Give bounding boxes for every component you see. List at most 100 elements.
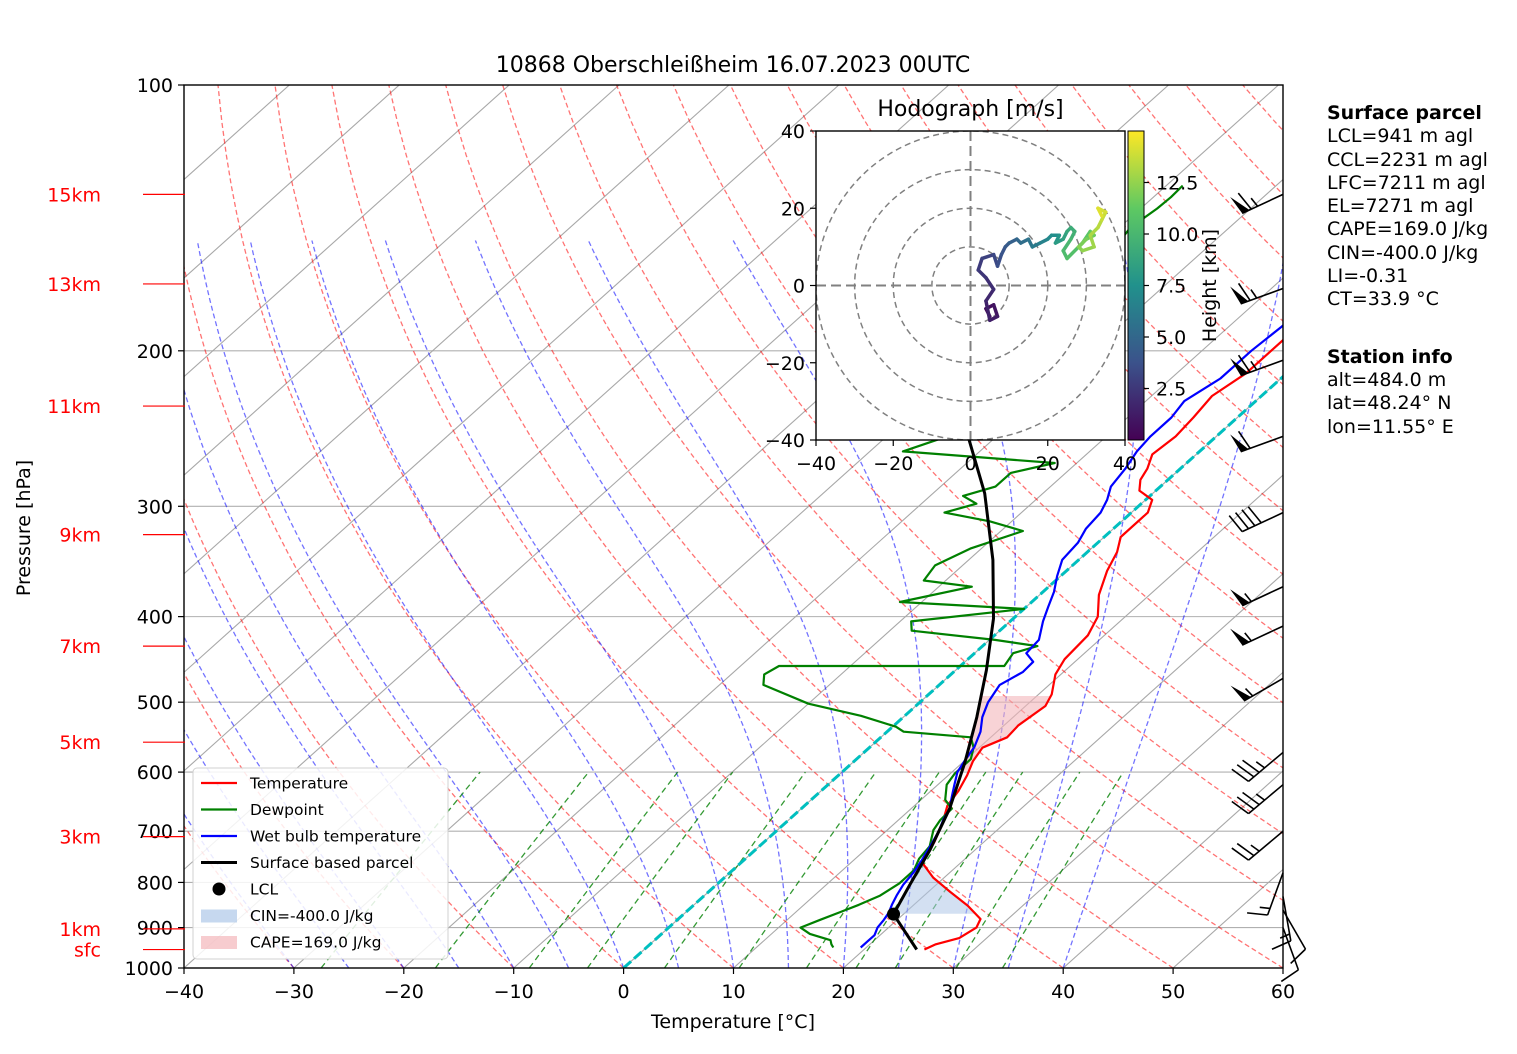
hodograph-x-tick-label: 20 (1036, 453, 1060, 475)
moist-adiabat (1062, 259, 1283, 968)
moist-adiabat (249, 240, 625, 968)
hodograph-x-tick-label: −20 (873, 453, 913, 475)
surface-parcel-line: LFC=7211 m agl (1327, 171, 1486, 194)
chart-title: 10868 Oberschleißheim 16.07.2023 00UTC (496, 53, 971, 78)
isotherm-gridline (1062, 770, 1283, 968)
hodograph-y-tick-label: 40 (781, 121, 805, 143)
hodograph-trace (1088, 233, 1096, 249)
legend-label: CIN=-400.0 J/kg (250, 907, 373, 925)
zero-degree-isotherm (622, 374, 1283, 968)
legend-box (192, 767, 449, 960)
info-panel: Surface parcel LCL=941 m agl CCL=2231 m … (1327, 102, 1488, 439)
spacer (1327, 312, 1488, 346)
colorbar-tick-label: 2.5 (1156, 379, 1186, 401)
hodograph-trace (984, 276, 996, 292)
wind-barb (1282, 909, 1307, 965)
x-tick-label: −20 (384, 981, 424, 1003)
wind-barb (1231, 751, 1284, 783)
dry-adiabat (184, 263, 625, 968)
colorbar-tick-label: 7.5 (1156, 276, 1186, 298)
height-label: 9km (59, 525, 101, 547)
height-label: 7km (59, 636, 101, 658)
cin-area (893, 808, 976, 914)
colorbar-label: Height [km] (1199, 229, 1221, 342)
surface-parcel-line: CT=33.9 °C (1327, 288, 1439, 311)
moist-adiabat (1007, 240, 1138, 968)
moist-adiabat (196, 240, 570, 968)
height-label: 15km (47, 184, 101, 206)
hodograph-trace (1088, 225, 1100, 238)
isotherm-gridline (184, 85, 730, 575)
moist-adiabat (474, 240, 790, 968)
colorbar (1127, 130, 1145, 441)
hodograph-trace (976, 256, 984, 272)
station-info-line: lat=48.24° N (1327, 392, 1452, 415)
x-tick-label: 40 (1051, 981, 1075, 1003)
height-label: 5km (59, 732, 101, 754)
wind-barb (1231, 784, 1284, 815)
wind-barb (1230, 192, 1284, 215)
moist-adiabat (311, 240, 680, 968)
mixing-ratio-line (528, 771, 679, 968)
hodograph-trace (991, 303, 1000, 319)
isotherm-gridline (184, 85, 950, 772)
axes: −40 −30 −20 −10 0 10 20 30 40 50 60100200300400500… (125, 75, 1295, 1003)
mixing-ratio-line (1001, 771, 1124, 968)
hodograph-trace (984, 287, 996, 303)
wind-barb (1230, 282, 1284, 305)
hodograph-inset: Hodograph [m/s] −40 −20 0 20 40 40 20 0 −20 −40 12.… (765, 97, 1221, 475)
wind-barbs (1228, 192, 1307, 983)
hodograph-y-tick-label: 20 (781, 198, 805, 220)
y-tick-label: 600 (137, 762, 173, 784)
wind-barb (1280, 927, 1300, 983)
legend-label: Temperature (249, 775, 348, 793)
moist-adiabat (184, 526, 460, 968)
hodograph-x-tick-label: 40 (1113, 453, 1137, 475)
wind-barb (1230, 585, 1284, 607)
dry-adiabat (274, 85, 844, 968)
dry-adiabat (445, 85, 1174, 968)
legend-swatch (201, 909, 237, 923)
isotherm-gridline (184, 85, 510, 378)
height-label: 1km (59, 919, 101, 941)
x-tick-label: −30 (274, 981, 314, 1003)
mixing-ratio-line (663, 771, 806, 968)
hodograph-trace (1076, 237, 1089, 249)
isotherm-gridline (843, 573, 1283, 968)
moist-adiabat (384, 240, 735, 968)
height-label: 13km (47, 274, 101, 296)
dry-adiabat (502, 85, 1283, 968)
isotherm-gridline (952, 671, 1283, 968)
y-tick-label: 800 (137, 872, 173, 894)
isotherm-gridline (733, 474, 1283, 968)
x-tick-label: 60 (1271, 981, 1295, 1003)
y-axis-label: Pressure [hPa] (13, 460, 35, 596)
station-info-heading: Station info (1327, 345, 1453, 368)
dry-adiabat (331, 85, 954, 968)
height-label: sfc (74, 940, 101, 962)
y-tick-label: 500 (137, 692, 173, 714)
legend-label: CAPE=169.0 J/kg (250, 934, 381, 952)
hodograph-x-tick-label: 0 (964, 453, 976, 475)
hodograph-x-tick-label: −40 (796, 453, 836, 475)
dry-adiabat (672, 85, 1283, 769)
hodograph-y-tick-label: 0 (793, 276, 805, 298)
wind-barb (1247, 872, 1284, 916)
y-tick-label: 700 (137, 821, 173, 843)
legend-label: Dewpoint (250, 801, 324, 819)
height-label: 3km (59, 827, 101, 849)
wind-barb (1231, 830, 1284, 861)
x-axis-label: Temperature [°C] (650, 1011, 815, 1033)
lcl-marker (887, 907, 901, 921)
isotherm-gridline (184, 85, 400, 279)
x-tick-label: −40 (164, 981, 204, 1003)
station-info-line: lon=11.55° E (1327, 415, 1454, 438)
wetbulb-line (859, 324, 1283, 949)
surface-parcel-line: CCL=2231 m agl (1327, 148, 1488, 171)
x-tick-label: 20 (831, 981, 855, 1003)
mixing-ratio-line (738, 771, 877, 968)
legend-swatch (201, 936, 237, 949)
hodograph-trace (1080, 245, 1096, 253)
